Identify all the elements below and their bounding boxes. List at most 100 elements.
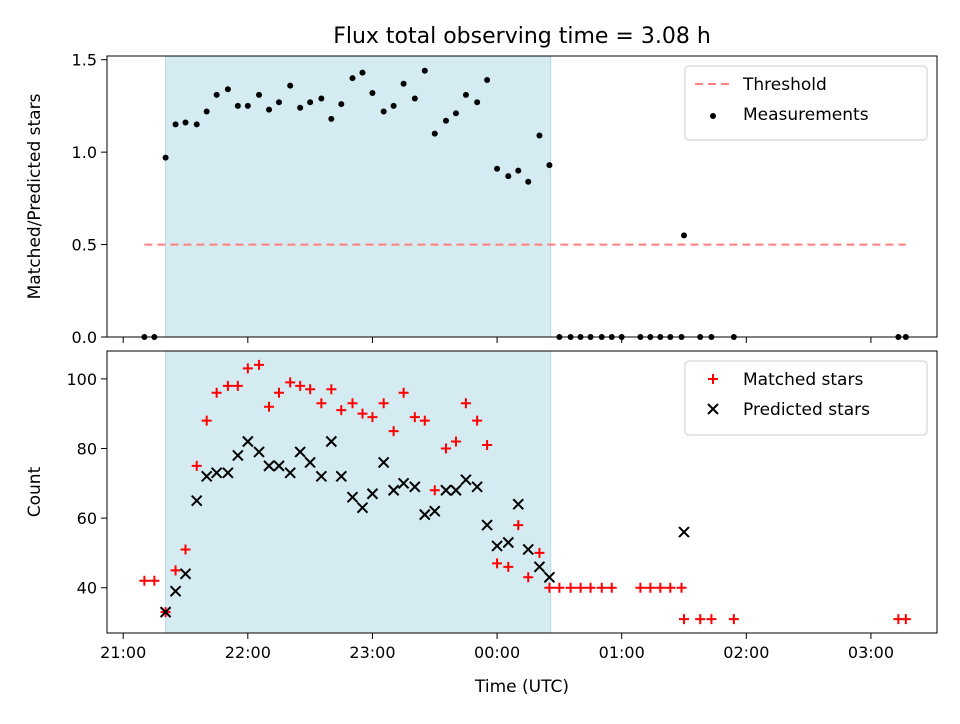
predicted-star-marker — [387, 484, 400, 496]
x-tick-label: 23:00 — [349, 643, 395, 662]
predicted-star-marker — [377, 456, 390, 469]
matched-star-marker — [492, 558, 503, 569]
matched-star-marker — [635, 582, 646, 593]
measurement-point — [318, 95, 325, 102]
predicted-star-marker — [543, 571, 556, 584]
predicted-star-marker — [450, 484, 462, 496]
matched-star-marker — [398, 387, 409, 398]
measurement-point — [536, 132, 543, 139]
x-tick-label: 02:00 — [723, 643, 769, 662]
matched-star-marker — [900, 614, 911, 625]
predicted-star-marker — [242, 435, 254, 448]
matched-star-marker — [295, 380, 306, 391]
measurement-point — [275, 99, 282, 106]
measurement-point — [338, 101, 345, 108]
x-tick-label: 22:00 — [225, 643, 271, 662]
top-panel: 0.0 0.5 1.0 1.5 Matched/Predicted stars Thres… — [25, 51, 938, 347]
predicted-star-marker — [284, 467, 296, 479]
y-tick-label: 40 — [77, 579, 97, 598]
matched-star-marker — [419, 415, 430, 426]
predicted-star-marker — [253, 446, 265, 458]
matched-star-marker — [254, 359, 265, 370]
matched-star-marker — [347, 398, 358, 409]
predicted-star-marker — [460, 474, 472, 486]
predicted-star-marker — [179, 568, 192, 580]
matched-star-marker — [242, 363, 253, 374]
shaded-interval — [165, 55, 552, 338]
measurement-point — [515, 167, 522, 174]
matched-star-marker — [326, 384, 337, 395]
matched-star-marker — [472, 415, 483, 426]
measurement-point — [369, 89, 376, 96]
predicted-star-marker — [263, 460, 275, 472]
y-tick-label: 1.5 — [72, 51, 97, 70]
predicted-star-marker — [429, 505, 441, 517]
measurement-point — [213, 91, 220, 98]
predicted-star-marker — [210, 467, 223, 479]
measurement-point — [182, 119, 189, 126]
predicted-star-marker — [512, 498, 524, 510]
predicted-star-marker — [191, 494, 203, 507]
matched-star-marker — [523, 572, 534, 583]
measurement-point — [421, 67, 428, 74]
measurement-point — [224, 86, 231, 93]
measurement-point — [287, 82, 294, 89]
matched-star-marker — [440, 443, 451, 454]
legend-label: Threshold — [742, 75, 827, 95]
matched-star-marker — [679, 614, 690, 625]
predicted-star-marker — [356, 501, 369, 514]
matched-star-marker — [409, 412, 420, 423]
x-axis-label: Time (UTC) — [474, 677, 569, 697]
y-axis-label: Count — [25, 466, 45, 517]
matched-star-marker — [655, 582, 666, 593]
matched-star-marker — [460, 398, 471, 409]
matched-star-marker — [575, 582, 586, 593]
matched-star-marker — [316, 398, 327, 409]
matched-star-marker — [596, 582, 607, 593]
matched-star-marker — [585, 582, 596, 593]
predicted-star-marker — [335, 470, 348, 483]
matched-star-marker — [180, 544, 191, 555]
matched-star-marker — [482, 440, 493, 450]
predicted-star-marker — [325, 435, 338, 448]
matched-star-marker — [429, 485, 440, 496]
y-tick-label: 1.0 — [72, 143, 97, 162]
measurement-point — [359, 69, 366, 76]
measurement-point — [203, 108, 210, 115]
matched-star-marker — [676, 582, 687, 593]
measurement-point — [681, 232, 688, 239]
measurement-point — [411, 95, 418, 102]
legend-box — [684, 360, 928, 436]
predicted-star-marker — [222, 467, 234, 479]
measurement-point — [546, 162, 553, 169]
matched-star-marker — [149, 575, 160, 586]
measurement-point — [505, 173, 512, 180]
matched-star-marker — [170, 565, 181, 576]
legend-label: Matched stars — [743, 370, 863, 390]
matched-star-marker — [222, 380, 233, 391]
measurement-point — [494, 165, 501, 172]
legend-box — [684, 65, 928, 141]
chart-title: Flux total observing time = 3.08 h — [333, 24, 711, 49]
matched-star-marker — [728, 614, 739, 625]
measurement-point — [474, 99, 481, 106]
matched-star-marker — [378, 398, 389, 409]
measurement-point — [525, 178, 532, 185]
matched-star-marker — [534, 547, 545, 558]
matched-star-marker — [273, 387, 284, 398]
predicted-star-marker — [159, 606, 172, 618]
measurement-point — [193, 121, 200, 128]
predicted-star-marker — [409, 481, 421, 493]
predicted-star-marker — [366, 488, 379, 500]
measurement-point — [266, 106, 273, 113]
predicted-star-marker — [200, 470, 213, 483]
predicted-star-marker — [502, 536, 514, 549]
measurement-point — [172, 121, 179, 128]
measurement-point — [431, 130, 438, 137]
predicted-star-marker — [419, 508, 431, 521]
matched-star-marker — [503, 561, 514, 572]
matched-star-marker — [565, 582, 576, 593]
matched-star-marker — [357, 408, 368, 419]
